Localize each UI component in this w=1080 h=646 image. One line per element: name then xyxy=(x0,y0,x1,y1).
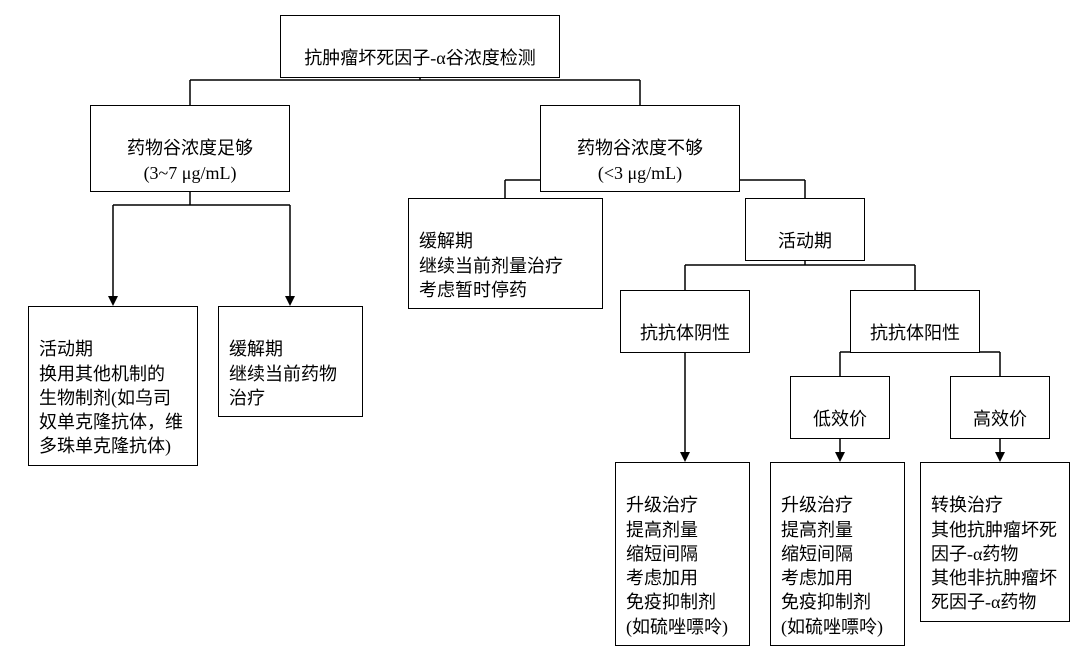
node-insuff-remission-label: 缓解期 继续当前剂量治疗 考虑暂时停药 xyxy=(419,231,563,300)
node-high-titer: 高效价 xyxy=(950,376,1050,439)
node-suff-active-label: 活动期 换用其他机制的 生物制剂(如乌司 奴单克隆抗体，维 多珠单克隆抗体) xyxy=(39,339,183,456)
node-root: 抗肿瘤坏死因子-α谷浓度检测 xyxy=(280,15,560,78)
node-root-label: 抗肿瘤坏死因子-α谷浓度检测 xyxy=(304,48,535,68)
node-insuff-active: 活动期 xyxy=(745,198,865,261)
node-sufficient: 药物谷浓度足够 (3~7 μg/mL) xyxy=(90,105,290,192)
node-suff-active: 活动期 换用其他机制的 生物制剂(如乌司 奴单克隆抗体，维 多珠单克隆抗体) xyxy=(28,306,198,466)
node-low-titer-label: 低效价 xyxy=(813,409,867,429)
node-suff-remission: 缓解期 继续当前药物 治疗 xyxy=(218,306,363,417)
node-sufficient-label: 药物谷浓度足够 (3~7 μg/mL) xyxy=(127,138,253,182)
node-neg-action-label: 升级治疗 提高剂量 缩短间隔 考虑加用 免疫抑制剂 (如硫唑嘌呤) xyxy=(626,495,728,636)
node-low-action-label: 升级治疗 提高剂量 缩短间隔 考虑加用 免疫抑制剂 (如硫唑嘌呤) xyxy=(781,495,883,636)
node-high-titer-label: 高效价 xyxy=(973,409,1027,429)
node-neg-action: 升级治疗 提高剂量 缩短间隔 考虑加用 免疫抑制剂 (如硫唑嘌呤) xyxy=(615,462,750,646)
node-antibody-negative: 抗抗体阴性 xyxy=(620,290,750,353)
node-suff-remission-label: 缓解期 继续当前药物 治疗 xyxy=(229,339,337,408)
node-antibody-positive-label: 抗抗体阳性 xyxy=(870,323,960,343)
node-antibody-positive: 抗抗体阳性 xyxy=(850,290,980,353)
node-low-action: 升级治疗 提高剂量 缩短间隔 考虑加用 免疫抑制剂 (如硫唑嘌呤) xyxy=(770,462,905,646)
node-insufficient-label: 药物谷浓度不够 (<3 μg/mL) xyxy=(577,138,703,182)
node-insufficient: 药物谷浓度不够 (<3 μg/mL) xyxy=(540,105,740,192)
node-insuff-active-label: 活动期 xyxy=(778,231,832,251)
node-low-titer: 低效价 xyxy=(790,376,890,439)
node-high-action: 转换治疗 其他抗肿瘤坏死 因子-α药物 其他非抗肿瘤坏 死因子-α药物 xyxy=(920,462,1070,622)
node-antibody-negative-label: 抗抗体阴性 xyxy=(640,323,730,343)
node-high-action-label: 转换治疗 其他抗肿瘤坏死 因子-α药物 其他非抗肿瘤坏 死因子-α药物 xyxy=(931,495,1057,612)
node-insuff-remission: 缓解期 继续当前剂量治疗 考虑暂时停药 xyxy=(408,198,603,309)
